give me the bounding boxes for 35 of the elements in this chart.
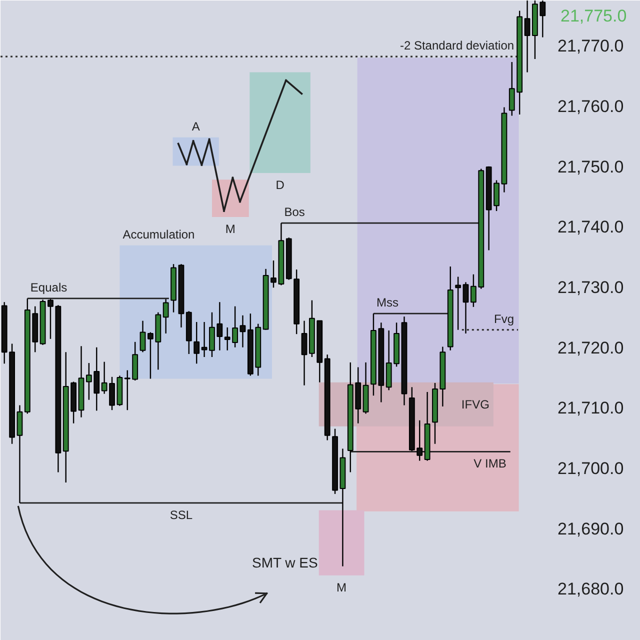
- band-label: IFVG: [461, 397, 490, 412]
- candlestick: [462, 282, 469, 334]
- y-tick-label: 21,740.0: [558, 218, 624, 237]
- y-tick-label: 21,700.0: [558, 458, 624, 478]
- candlestick: [194, 321, 200, 364]
- candlestick: [240, 314, 246, 348]
- ref-line-label: Equals: [30, 280, 68, 294]
- candlestick: [16, 404, 23, 504]
- candlestick: [455, 276, 462, 330]
- y-tick-label: 21,710.0: [558, 398, 624, 418]
- band-label: M: [225, 222, 236, 236]
- y-tick-label: 21,730.0: [558, 278, 624, 298]
- band-label: Accumulation: [122, 227, 195, 242]
- y-tick-label: 21,770.0: [558, 36, 624, 56]
- band-label: A: [192, 119, 200, 134]
- ref-line-label: V IMB: [474, 456, 506, 471]
- candlestick: [140, 320, 146, 353]
- y-tick-label: 21,680.0: [558, 580, 624, 599]
- candlestick: [201, 321, 208, 358]
- annotation: SMT w ES: [252, 554, 318, 571]
- y-tick-label: 21,720.0: [558, 338, 624, 358]
- y-tick-label: 21,760.0: [558, 97, 624, 116]
- candlestick: [162, 298, 169, 334]
- text: 21,775.0: [560, 6, 627, 26]
- y-tick-label: 21,750.0: [558, 157, 624, 176]
- candlestick: [524, 0, 530, 73]
- y-tick-label: 21,690.0: [558, 519, 624, 538]
- ref-line-label: Bos: [284, 205, 305, 220]
- ref-line-label: -2 Standard deviation: [400, 38, 514, 53]
- band-label: D: [276, 178, 285, 192]
- candlestick: [301, 320, 308, 386]
- band-label: M: [336, 580, 347, 594]
- ref-line-label: Fvg: [494, 312, 514, 326]
- ref-line-label: Mss: [376, 296, 398, 310]
- ref-line-label: SSL: [170, 508, 193, 522]
